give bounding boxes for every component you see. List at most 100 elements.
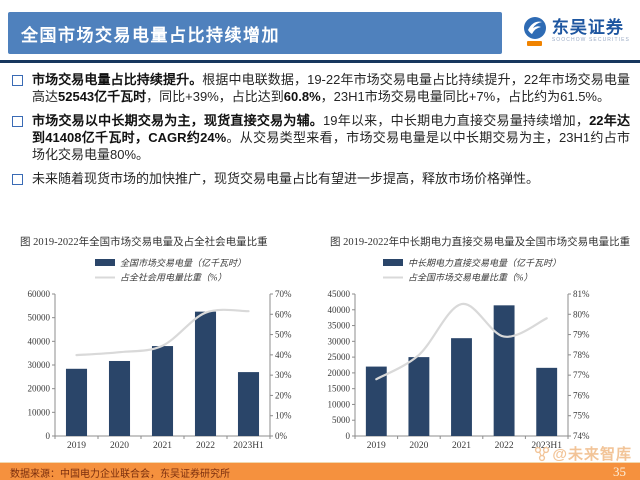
x-axis-category-label: 2019 [367, 441, 386, 451]
left-axis-tick-label: 5000 [332, 415, 351, 425]
right-axis-tick-label: 76% [573, 390, 590, 400]
bullet-item: 未来随着现货市场的加快推广，现货交易电量占比有望进一步提高，释放市场价格弹性。 [10, 170, 630, 187]
left-axis-tick-label: 35000 [328, 321, 351, 331]
trend-line [75, 308, 250, 357]
right-axis-tick-label: 20% [275, 390, 292, 400]
left-axis-tick-label: 45000 [328, 289, 351, 299]
left-axis-tick-label: 50000 [28, 313, 51, 323]
legend-bar-label: 全国市场交易电量（亿千瓦时） [120, 258, 246, 268]
right-axis-tick-label: 70% [275, 289, 292, 299]
right-axis-tick-label: 50% [275, 330, 292, 340]
bullet-bold-text: 市场交易以中长期交易为主，现货直接交易为辅。 [32, 113, 324, 128]
bar-2023H1 [237, 372, 260, 436]
x-axis-category-label: 2022 [495, 441, 514, 451]
right-axis-tick-label: 81% [573, 289, 590, 299]
bullet-square-icon [12, 174, 23, 185]
footer-bar: 数据来源：中国电力企业联合会，东吴证券研究所 35 [0, 462, 640, 480]
watermark: @未来智库 [534, 443, 632, 464]
bar-2022 [194, 311, 217, 436]
logo-subtitle: SOOCHOW SECURITIES [551, 37, 630, 43]
legend-bar-swatch [383, 259, 403, 266]
figure-market-volume: 图 2019-2022年全国市场交易电量及占全社会电量比重 全国市场交易电量（亿… [12, 234, 320, 460]
left-axis-tick-label: 10000 [28, 407, 51, 417]
bullet-text: 市场交易电量占比持续提升。根据中电联数据，19-22年市场交易电量占比持续提升，… [32, 71, 630, 105]
bullet-square-icon [12, 75, 23, 86]
midlongterm-volume-chart: 中长期电力直接交易电量（亿千瓦时） 占全国市场交易电量比重（%） 0 5000 1000… [328, 258, 591, 451]
left-axis-tick-label: 20000 [28, 384, 51, 394]
right-axis-tick-label: 77% [573, 370, 590, 380]
left-axis-tick-label: 10000 [328, 399, 351, 409]
page-title: 全国市场交易电量占比持续增加 [21, 25, 280, 45]
bullet-bold-text: 60.8% [283, 89, 321, 104]
figure-midlongterm-volume: 图 2019-2022年中长期电力直接交易电量及全国市场交易电量比重 中长期电力… [322, 234, 637, 460]
chart-title-right: 图 2019-2022年中长期电力直接交易电量及全国市场交易电量比重 [330, 237, 631, 248]
left-axis-tick-label: 20000 [328, 368, 351, 378]
soochow-swirl-icon [523, 17, 546, 39]
bar-2019 [365, 366, 387, 436]
x-axis-category-label: 2023H1 [233, 441, 264, 451]
left-axis-tick-label: 0 [46, 431, 51, 441]
bullet-bold-text: 22年达到41408亿千瓦时，CAGR约24% [32, 113, 630, 145]
legend-line-label: 占全社会用电量比重（%） [120, 273, 227, 283]
bar-2021 [451, 338, 472, 436]
x-axis-category-label: 2020 [409, 441, 428, 451]
page-number: 35 [613, 464, 626, 479]
bar-2021 [151, 346, 174, 436]
brand-logo: 东吴证券 SOOCHOW SECURITIES [523, 16, 630, 46]
bullet-bold-text: 52543亿千瓦时 [58, 89, 147, 104]
legend-line-label: 占全国市场交易电量比重（%） [408, 273, 533, 283]
right-axis-tick-label: 78% [573, 350, 590, 360]
logo-badge [527, 41, 543, 46]
trend-line [375, 302, 548, 381]
watermark-share-icon [535, 446, 550, 461]
right-axis-tick-label: 74% [573, 431, 590, 441]
bullet-item: 市场交易电量占比持续提升。根据中电联数据，19-22年市场交易电量占比持续提升，… [10, 71, 630, 105]
left-axis-tick-label: 30000 [28, 360, 51, 370]
watermark-text: @未来智库 [552, 446, 632, 463]
x-axis-category-label: 2020 [110, 441, 129, 451]
bullet-plain-text: 。从交易类型来看，市场交易电量是以中长期交易为主，23H1约占市场化交易电量80… [32, 130, 630, 162]
legend-bar-swatch [95, 259, 115, 266]
data-source-text: 数据来源：中国电力企业联合会，东吴证券研究所 [10, 468, 230, 480]
x-axis-category-label: 2023H1 [531, 441, 562, 451]
logo-text: 东吴证券 SOOCHOW SECURITIES [552, 19, 630, 43]
logo-mark [523, 16, 547, 46]
right-axis-tick-label: 40% [275, 350, 292, 360]
logo-name: 东吴证券 [551, 18, 624, 37]
left-axis-tick-label: 60000 [28, 289, 51, 299]
x-axis-category-label: 2022 [196, 441, 215, 451]
bar-2020 [108, 360, 131, 436]
bullet-plain-text: ，同比+39%，占比达到 [146, 89, 284, 104]
right-axis-tick-label: 0% [275, 431, 288, 441]
bullet-list: 市场交易电量占比持续提升。根据中电联数据，19-22年市场交易电量占比持续提升，… [10, 71, 630, 194]
x-axis-category-label: 2021 [452, 441, 471, 451]
right-axis-tick-label: 30% [275, 370, 292, 380]
left-axis-tick-label: 40000 [328, 305, 351, 315]
market-volume-chart: 全国市场交易电量（亿千瓦时） 占全社会用电量比重（%） 0 10000 20000 300… [28, 258, 293, 451]
bar-2019 [65, 368, 88, 436]
x-axis-category-label: 2021 [153, 441, 172, 451]
bullet-plain-text: ，23H1市场交易电量同比+7%，占比约为61.5%。 [320, 89, 610, 104]
right-axis-tick-label: 79% [573, 330, 590, 340]
left-axis-tick-label: 25000 [328, 352, 351, 362]
header-divider [0, 60, 640, 63]
bullet-bold-text: 市场交易电量占比持续提升。 [32, 72, 203, 87]
header-banner: 全国市场交易电量占比持续增加 [8, 12, 502, 54]
bullet-text: 市场交易以中长期交易为主，现货直接交易为辅。19年以来，中长期电力直接交易量持续… [32, 112, 630, 163]
bullet-text: 未来随着现货市场的加快推广，现货交易电量占比有望进一步提高，释放市场价格弹性。 [32, 170, 539, 187]
left-axis-tick-label: 30000 [328, 336, 351, 346]
bar-2020 [408, 357, 430, 436]
legend-bar-label: 中长期电力直接交易电量（亿千瓦时） [408, 258, 561, 268]
bullet-plain-text: 19年以来，中长期电力直接交易量持续增加， [323, 113, 590, 128]
right-axis-tick-label: 75% [573, 411, 590, 421]
bullet-square-icon [12, 116, 23, 127]
bullet-plain-text: 未来随着现货市场的加快推广，现货交易电量占比有望进一步提高，释放市场价格弹性。 [32, 171, 540, 186]
right-axis-tick-label: 80% [573, 309, 590, 319]
bullet-plain-text: 根据中电联数据，19-22年市场交易电量占比持续提升，22年市场交易电量高达 [32, 72, 630, 104]
bullet-item: 市场交易以中长期交易为主，现货直接交易为辅。19年以来，中长期电力直接交易量持续… [10, 112, 630, 163]
right-axis-tick-label: 10% [275, 411, 292, 421]
x-axis-category-label: 2019 [67, 441, 86, 451]
left-axis-tick-label: 0 [346, 431, 351, 441]
left-axis-tick-label: 40000 [28, 336, 51, 346]
bar-2023H1 [536, 367, 558, 436]
